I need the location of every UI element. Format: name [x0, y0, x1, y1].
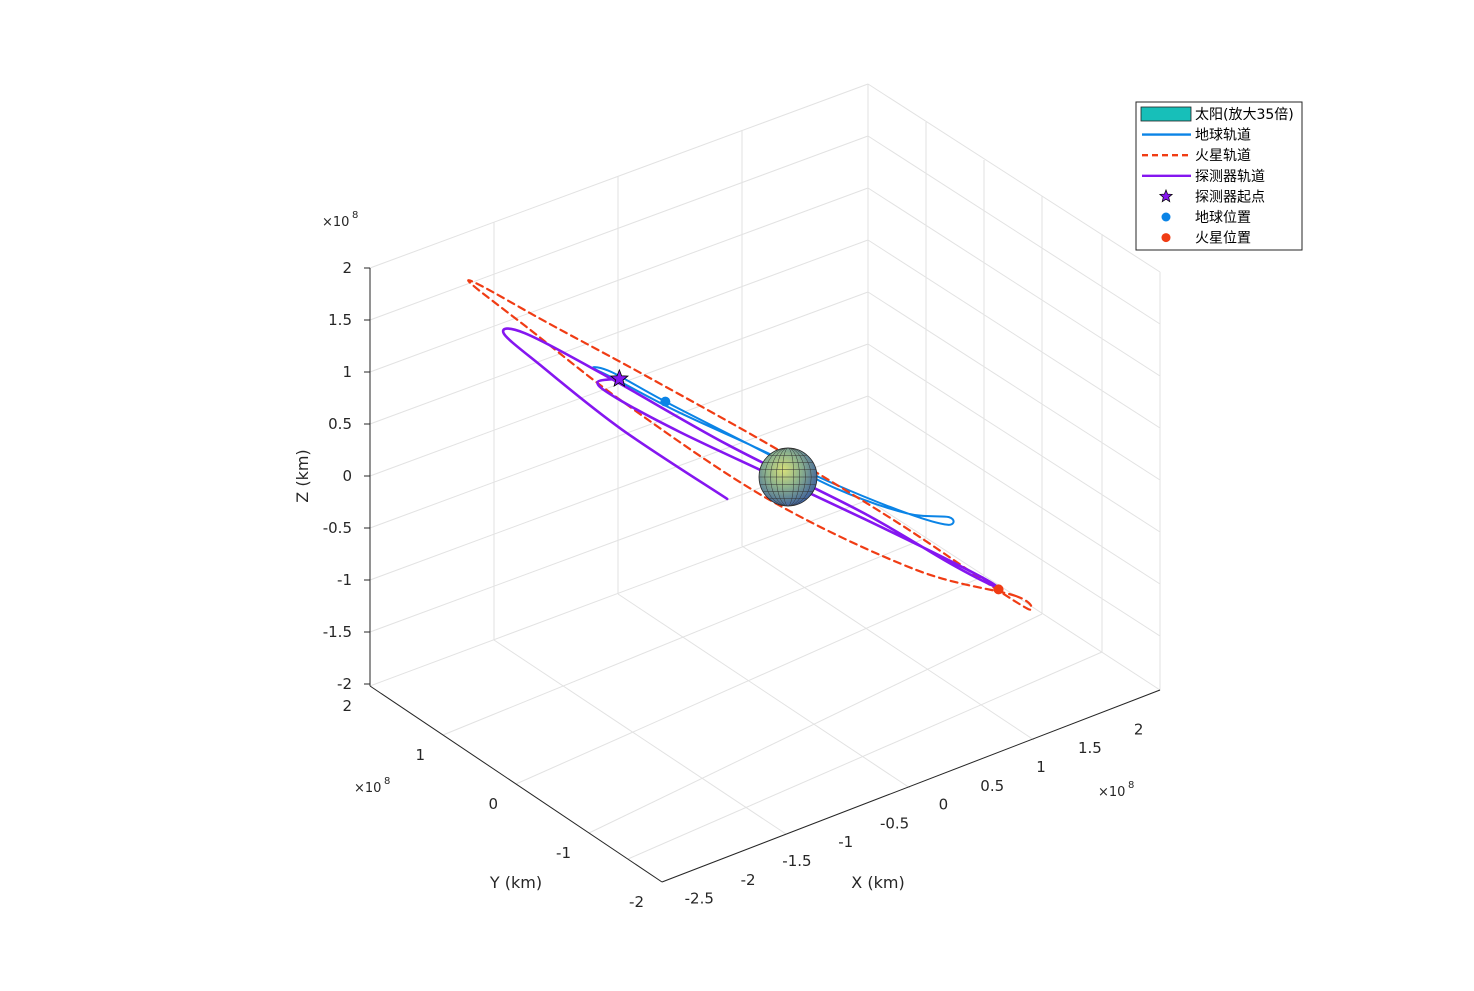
- svg-text:8: 8: [384, 776, 390, 787]
- z-multiplier: ×10 8: [322, 210, 358, 230]
- z-tick-label: -1.5: [323, 623, 352, 641]
- z-tick-label: 2: [342, 259, 352, 277]
- x-multiplier: ×10 8: [1098, 780, 1134, 800]
- x-tick-label: -1.5: [782, 852, 811, 870]
- y-tick-label: 2: [342, 697, 352, 715]
- sun-sphere: [758, 447, 818, 507]
- x-tick-label: 0.5: [980, 777, 1004, 795]
- legend-item: 地球轨道: [1142, 128, 1251, 144]
- svg-text:8: 8: [1128, 780, 1134, 791]
- axis-lines: [369, 268, 1161, 883]
- x-tick-label: -2.5: [685, 890, 714, 908]
- x-tick-label: -0.5: [880, 814, 909, 832]
- position-marker-6: [993, 584, 1004, 595]
- z-tick-label: -0.5: [323, 519, 352, 537]
- svg-text:探测器起点: 探测器起点: [1195, 189, 1265, 205]
- z-tick-label: 1.5: [328, 311, 352, 329]
- z-axis-label: Z (km): [293, 449, 312, 502]
- x-tick-label: -1: [838, 833, 853, 851]
- probe-start-marker: [609, 368, 629, 388]
- legend-item: 探测器起点: [1158, 188, 1265, 205]
- y-multiplier: ×10 8: [354, 776, 390, 796]
- legend-item: 火星位置: [1161, 231, 1251, 247]
- z-tick-label: -1: [337, 571, 352, 589]
- x-axis-label: X (km): [851, 873, 904, 892]
- z-tick-label: 0: [342, 467, 352, 485]
- svg-text:火星轨道: 火星轨道: [1195, 148, 1251, 164]
- legend-item: 太阳(放大35倍): [1140, 106, 1294, 123]
- series-line-3: [501, 327, 999, 589]
- svg-text:地球位置: 地球位置: [1195, 210, 1251, 226]
- svg-text:×10: ×10: [354, 781, 381, 796]
- svg-text:火星位置: 火星位置: [1195, 231, 1251, 247]
- legend-item: 探测器轨道: [1142, 169, 1265, 185]
- y-tick-label: 0: [488, 795, 498, 813]
- z-tick-label: -2: [337, 675, 352, 693]
- series-layer: [467, 279, 1033, 611]
- y-tick-label: 1: [415, 746, 425, 764]
- x-tick-label: 0: [939, 796, 949, 814]
- marker-layer: [609, 368, 1004, 595]
- x-tick-label: 2: [1134, 720, 1144, 738]
- x-tick-label: 1: [1036, 758, 1046, 776]
- svg-text:探测器轨道: 探测器轨道: [1195, 169, 1265, 185]
- legend-item: 火星轨道: [1142, 148, 1251, 164]
- svg-text:×10: ×10: [322, 215, 349, 230]
- position-marker-5: [660, 396, 671, 407]
- tick-layer: -2 -1.5 -1 -0.5 0 0.5 1 1.5 2 -2 -1 0 1 2 -2.5 -2 -1.5 -1…: [323, 259, 1144, 911]
- legend-item: 地球位置: [1161, 210, 1251, 226]
- svg-text:8: 8: [352, 210, 358, 221]
- x-tick-label: 1.5: [1078, 739, 1102, 757]
- z-tick-label: 1: [342, 363, 352, 381]
- svg-text:×10: ×10: [1098, 785, 1125, 800]
- y-tick-label: -2: [629, 893, 644, 911]
- z-tick-label: 0.5: [328, 415, 352, 433]
- x-tick-label: -2: [741, 871, 756, 889]
- y-tick-label: -1: [556, 844, 571, 862]
- series-line-2: [467, 279, 1033, 611]
- svg-text:太阳(放大35倍): 太阳(放大35倍): [1195, 107, 1294, 123]
- svg-text:地球轨道: 地球轨道: [1195, 128, 1251, 144]
- y-axis-label: Y (km): [489, 873, 542, 892]
